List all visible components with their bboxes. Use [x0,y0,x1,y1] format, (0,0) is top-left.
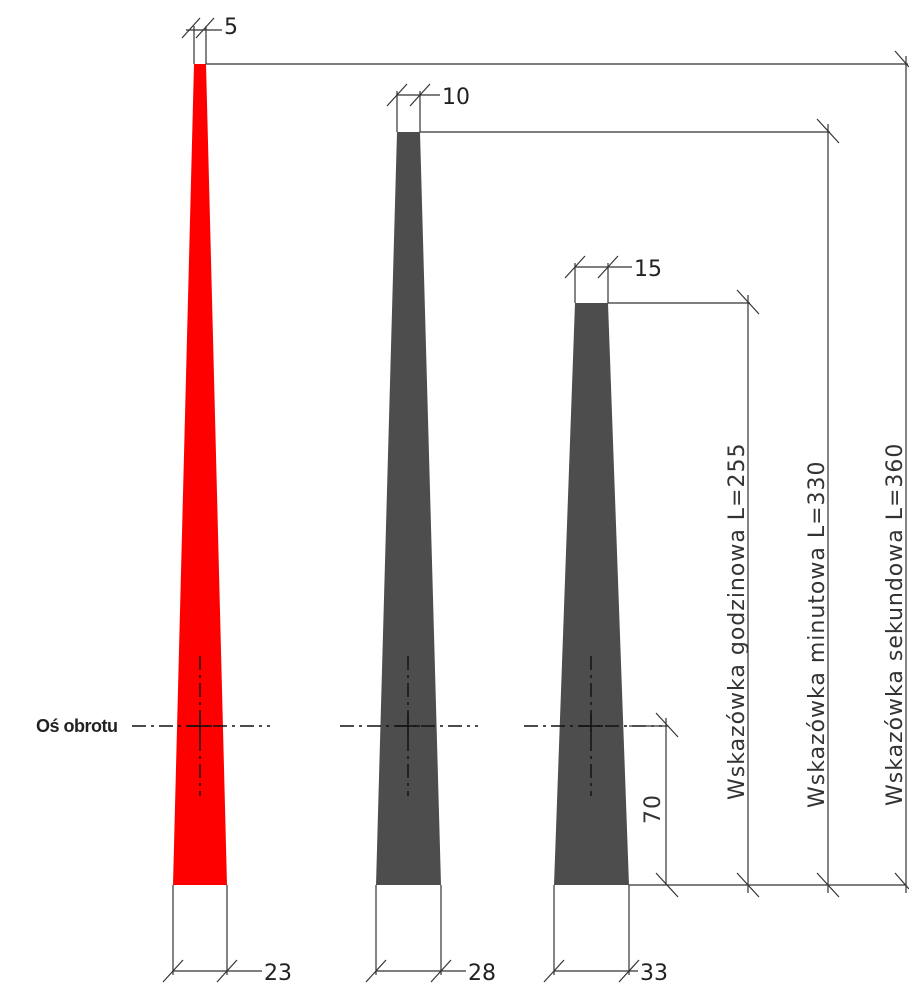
minute-hand-body [376,132,441,885]
second-hand-body [173,64,227,885]
length-dimensions: 70 Wskazówka godzinowa L=255 Wskazówka m… [206,50,909,898]
minute-tip-width-label: 10 [442,85,470,110]
axis-label: Oś obrotu [36,716,118,736]
minute-base-width-label: 28 [468,961,496,984]
tail-length-label: 70 [641,794,666,824]
hour-length-label: Wskazówka godzinowa L=255 [725,443,750,800]
hour-hand: 15 33 [524,255,668,984]
minute-hand: 10 28 [340,83,496,984]
second-hand: 5 23 [132,15,292,984]
hour-tip-width-label: 15 [634,257,662,282]
second-base-width-label: 23 [264,961,292,984]
hour-hand-body [554,303,629,885]
minute-length-label: Wskazówka minutowa L=330 [805,460,830,808]
second-length-label: Wskazówka sekundowa L=360 [883,443,908,806]
second-tip-width-label: 5 [224,15,238,40]
hour-base-width-label: 33 [640,961,668,984]
